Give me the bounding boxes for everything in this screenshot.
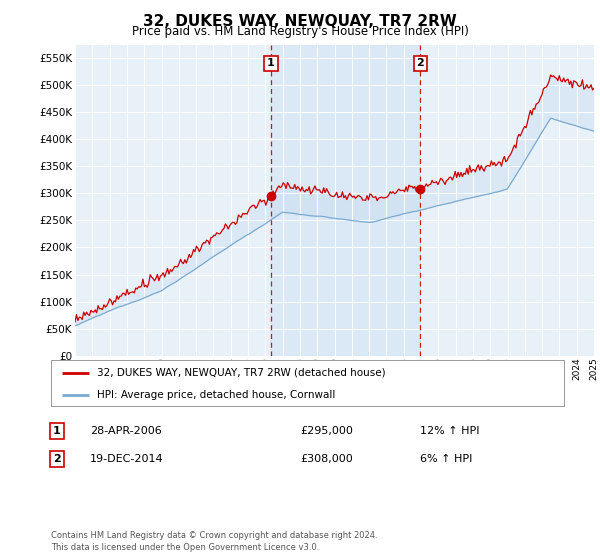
Text: 19-DEC-2014: 19-DEC-2014 [90, 454, 164, 464]
Text: 32, DUKES WAY, NEWQUAY, TR7 2RW: 32, DUKES WAY, NEWQUAY, TR7 2RW [143, 14, 457, 29]
Text: 1: 1 [267, 58, 275, 68]
Text: Price paid vs. HM Land Registry's House Price Index (HPI): Price paid vs. HM Land Registry's House … [131, 25, 469, 38]
Bar [271, 45, 421, 356]
Text: 32, DUKES WAY, NEWQUAY, TR7 2RW (detached house): 32, DUKES WAY, NEWQUAY, TR7 2RW (detache… [97, 368, 386, 378]
Text: HPI: Average price, detached house, Cornwall: HPI: Average price, detached house, Corn… [97, 390, 335, 399]
Text: 2: 2 [53, 454, 61, 464]
Text: 6% ↑ HPI: 6% ↑ HPI [420, 454, 472, 464]
Text: 28-APR-2006: 28-APR-2006 [90, 426, 162, 436]
Text: £295,000: £295,000 [300, 426, 353, 436]
Text: 12% ↑ HPI: 12% ↑ HPI [420, 426, 479, 436]
Text: 2: 2 [416, 58, 424, 68]
Text: 1: 1 [53, 426, 61, 436]
Text: £308,000: £308,000 [300, 454, 353, 464]
Text: Contains HM Land Registry data © Crown copyright and database right 2024.
This d: Contains HM Land Registry data © Crown c… [51, 531, 377, 552]
